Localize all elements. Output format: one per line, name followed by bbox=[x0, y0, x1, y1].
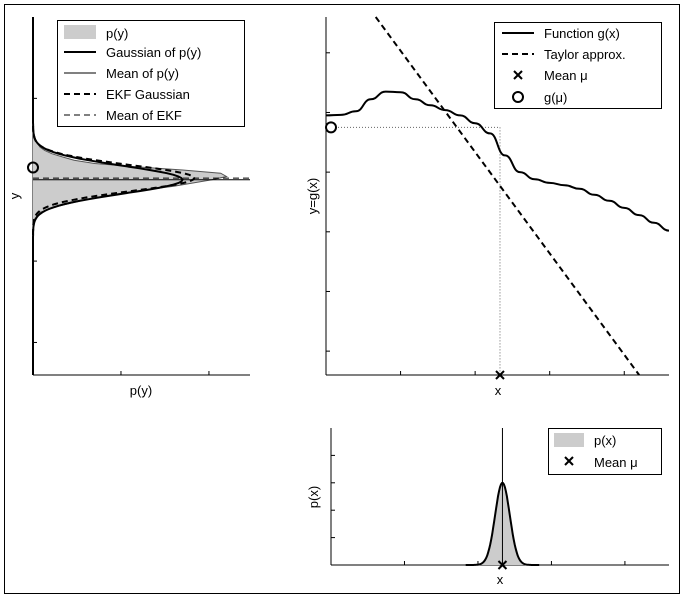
legend-label-mean-py: Mean of p(y) bbox=[106, 66, 179, 81]
g-mean-mu-marker bbox=[495, 370, 505, 380]
px-panel: p(x) x p(x) Mean μ bbox=[306, 428, 669, 587]
legend-label-function: Function g(x) bbox=[544, 26, 620, 41]
taylor-approx-line bbox=[374, 16, 640, 376]
px-legend: p(x) Mean μ bbox=[548, 428, 662, 475]
legend-label-px-mean: Mean μ bbox=[594, 455, 638, 470]
px-ticks bbox=[331, 454, 626, 565]
g-ticks bbox=[326, 52, 625, 375]
g-mu-marker bbox=[325, 121, 337, 134]
px-y-label: p(x) bbox=[306, 486, 321, 508]
legend-label-mean-mu: Mean μ bbox=[544, 68, 588, 83]
py-x-label: p(y) bbox=[130, 383, 152, 398]
legend-label-ekf: EKF Gaussian bbox=[106, 87, 190, 102]
legend-swatch-px-mean bbox=[564, 456, 574, 466]
function-g-curve bbox=[325, 90, 670, 232]
legend-label-ekf-mean: Mean of EKF bbox=[106, 108, 182, 123]
py-y-label: y bbox=[7, 192, 22, 199]
py-panel: y p(y) p(y) Gaussian of p(y) Mean of p(y… bbox=[7, 17, 250, 398]
legend-label-py: p(y) bbox=[106, 26, 128, 41]
legend-label-g-mu: g(μ) bbox=[544, 90, 567, 105]
px-mean-mu-marker bbox=[497, 560, 508, 570]
legend-swatch-py bbox=[64, 25, 96, 39]
px-x-label: x bbox=[497, 572, 504, 587]
py-legend: p(y) Gaussian of p(y) Mean of p(y) EKF G… bbox=[57, 20, 245, 127]
py-g-mu-marker bbox=[27, 161, 39, 174]
py-density-fill bbox=[33, 127, 227, 226]
legend-label-gaussian: Gaussian of p(y) bbox=[106, 45, 201, 60]
legend-label-px: p(x) bbox=[594, 433, 616, 448]
legend-label-taylor: Taylor approx. bbox=[544, 47, 626, 62]
g-mu-x-stroke bbox=[495, 370, 505, 380]
px-mu-x-stroke bbox=[497, 560, 508, 570]
g-panel: y=g(x) x Function g(x) Taylor approx. Me… bbox=[305, 16, 670, 398]
g-legend: Function g(x) Taylor approx. Mean μ g(μ) bbox=[494, 22, 662, 109]
legend-swatch-g-mu bbox=[512, 91, 524, 103]
g-y-label: y=g(x) bbox=[305, 178, 320, 214]
legend-swatch-mean-mu bbox=[513, 70, 523, 80]
py-ekf-gaussian-curve bbox=[32, 17, 196, 375]
g-x-label: x bbox=[495, 383, 502, 398]
legend-swatch-px bbox=[554, 433, 584, 447]
